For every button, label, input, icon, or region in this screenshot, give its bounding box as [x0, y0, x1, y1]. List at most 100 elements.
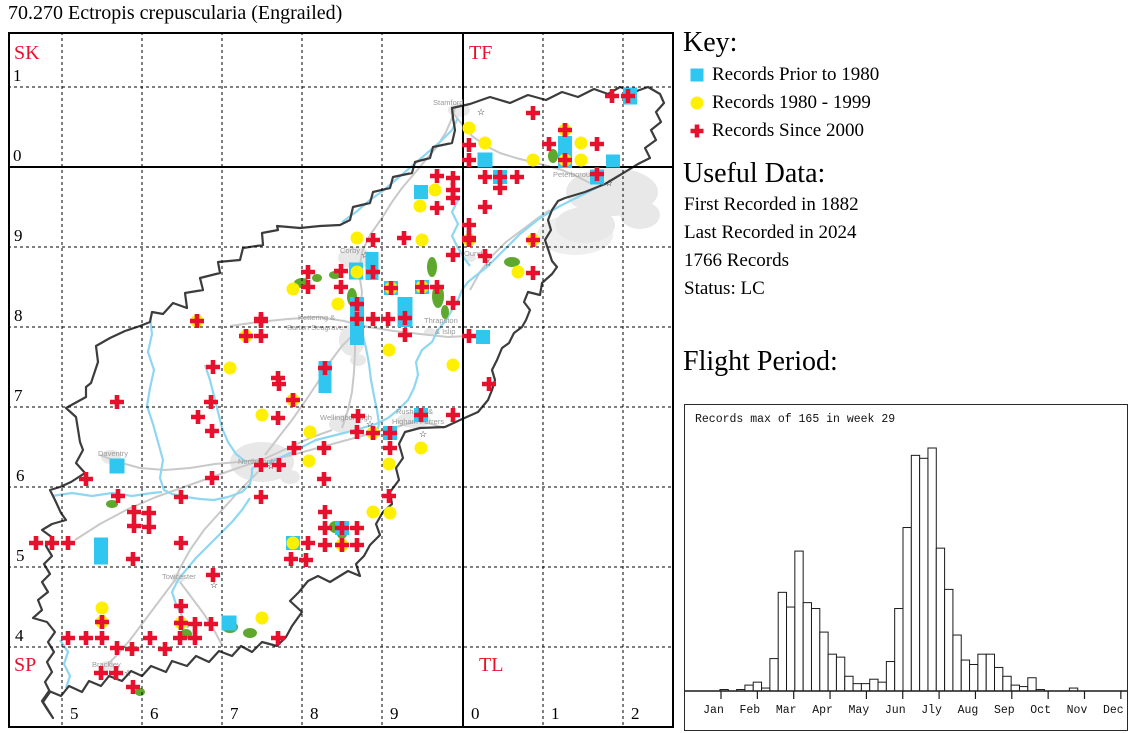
week-bar [835, 656, 846, 692]
record-since2000-cross [61, 631, 75, 645]
record-since2000-cross [239, 329, 253, 343]
month-label: Jly [921, 704, 942, 717]
road-line [107, 471, 259, 665]
record-since2000-cross [174, 536, 188, 550]
woodland-patch [441, 305, 449, 319]
grid-row-label: 6 [16, 466, 25, 485]
grid-col-label: 7 [230, 704, 239, 723]
key-item: Records Since 2000 [689, 117, 1130, 145]
record-since2000-cross [446, 296, 460, 310]
week-bar [752, 681, 763, 692]
record-since2000-cross [143, 631, 157, 645]
record-since2000-cross [350, 297, 364, 311]
cross-marker-icon [690, 124, 704, 138]
record-1980-1999-circle [255, 408, 269, 422]
record-since2000-cross [206, 568, 220, 582]
circle-marker-icon [690, 96, 704, 110]
record-since2000-cross [272, 377, 286, 391]
town-star-icon: ☆ [605, 178, 613, 188]
record-since2000-cross [142, 520, 156, 534]
place-label: Stamford [433, 98, 463, 107]
record-since2000-cross [142, 506, 156, 520]
record-since2000-cross [590, 167, 604, 181]
road-line [179, 581, 223, 646]
record-since2000-cross [430, 201, 444, 215]
woodland-patch [312, 274, 322, 282]
record-since2000-cross [287, 441, 301, 455]
record-since2000-cross [79, 472, 93, 486]
week-bar [786, 606, 796, 692]
woodland-patch [504, 257, 520, 267]
road-line [354, 107, 456, 333]
record-since2000-cross [174, 616, 188, 630]
record-1980-1999-circle [414, 441, 428, 455]
week-bar [969, 663, 979, 692]
week-bar [860, 683, 871, 692]
key-item-label: Records 1980 - 1999 [712, 92, 871, 114]
record-since2000-cross [381, 312, 395, 326]
record-since2000-cross [61, 536, 75, 550]
record-since2000-cross [204, 395, 218, 409]
record-since2000-cross [621, 89, 635, 103]
record-since2000-cross [205, 471, 219, 485]
record-since2000-cross [590, 137, 604, 151]
record-since2000-cross [110, 641, 124, 655]
record-since2000-cross [111, 489, 125, 503]
key-item-label: Records Prior to 1980 [712, 64, 880, 86]
record-since2000-cross [127, 519, 141, 533]
record-since2000-cross [317, 441, 331, 455]
place-label: Wellingborough [320, 413, 372, 422]
record-since2000-cross [95, 615, 109, 629]
grid-letter-tf: TF [469, 42, 492, 64]
grid-row-label: 7 [14, 386, 23, 405]
record-since2000-cross [335, 521, 349, 535]
town-star-icon: ☆ [477, 107, 485, 117]
record-1980-1999-circle [413, 199, 427, 213]
grid-row-label: 9 [14, 226, 23, 245]
record-since2000-cross [350, 425, 364, 439]
map-border [8, 32, 674, 728]
useful-data-line: First Recorded in 1882 [684, 193, 859, 215]
record-pre1980-square [221, 615, 237, 631]
grid-col-label: 2 [631, 704, 640, 723]
record-since2000-cross [173, 631, 187, 645]
record-since2000-cross [254, 329, 268, 343]
record-1980-1999-circle [255, 611, 269, 625]
road-line [341, 336, 356, 429]
week-bar [944, 588, 954, 692]
week-bar [910, 454, 921, 692]
useful-data-heading: Useful Data: [683, 158, 826, 190]
key-heading: Key: [683, 27, 738, 58]
record-since2000-cross [383, 426, 397, 440]
week-bar [985, 653, 996, 692]
urban-area [620, 201, 660, 229]
record-since2000-cross [462, 329, 476, 343]
record-since2000-cross [334, 264, 348, 278]
record-since2000-cross [446, 408, 460, 422]
record-since2000-cross [542, 137, 556, 151]
record-1980-1999-circle [302, 454, 316, 468]
record-since2000-cross [318, 505, 332, 519]
record-1980-1999-circle [446, 358, 460, 372]
town-star-icon: ☆ [366, 419, 374, 429]
river-line [59, 639, 72, 689]
record-1980-1999-circle [303, 425, 317, 439]
record-since2000-cross [190, 314, 204, 328]
record-since2000-cross [301, 536, 315, 550]
urban-area [280, 470, 300, 484]
record-since2000-cross [94, 666, 108, 680]
info-panel: Key: Records Prior to 1980 Records 1980 -… [683, 27, 1130, 377]
grid-col-label: 5 [70, 704, 79, 723]
town-star-icon: ☆ [361, 250, 369, 260]
record-since2000-cross [254, 312, 268, 326]
record-since2000-cross [510, 170, 524, 184]
week-bar [919, 457, 929, 692]
record-since2000-cross [188, 631, 202, 645]
record-since2000-cross [110, 395, 124, 409]
record-since2000-cross [430, 169, 444, 183]
record-since2000-cross [301, 265, 315, 279]
month-label: Oct [1030, 704, 1051, 717]
grid-row-label: 1 [13, 66, 22, 85]
record-pre1980-square [477, 152, 493, 168]
